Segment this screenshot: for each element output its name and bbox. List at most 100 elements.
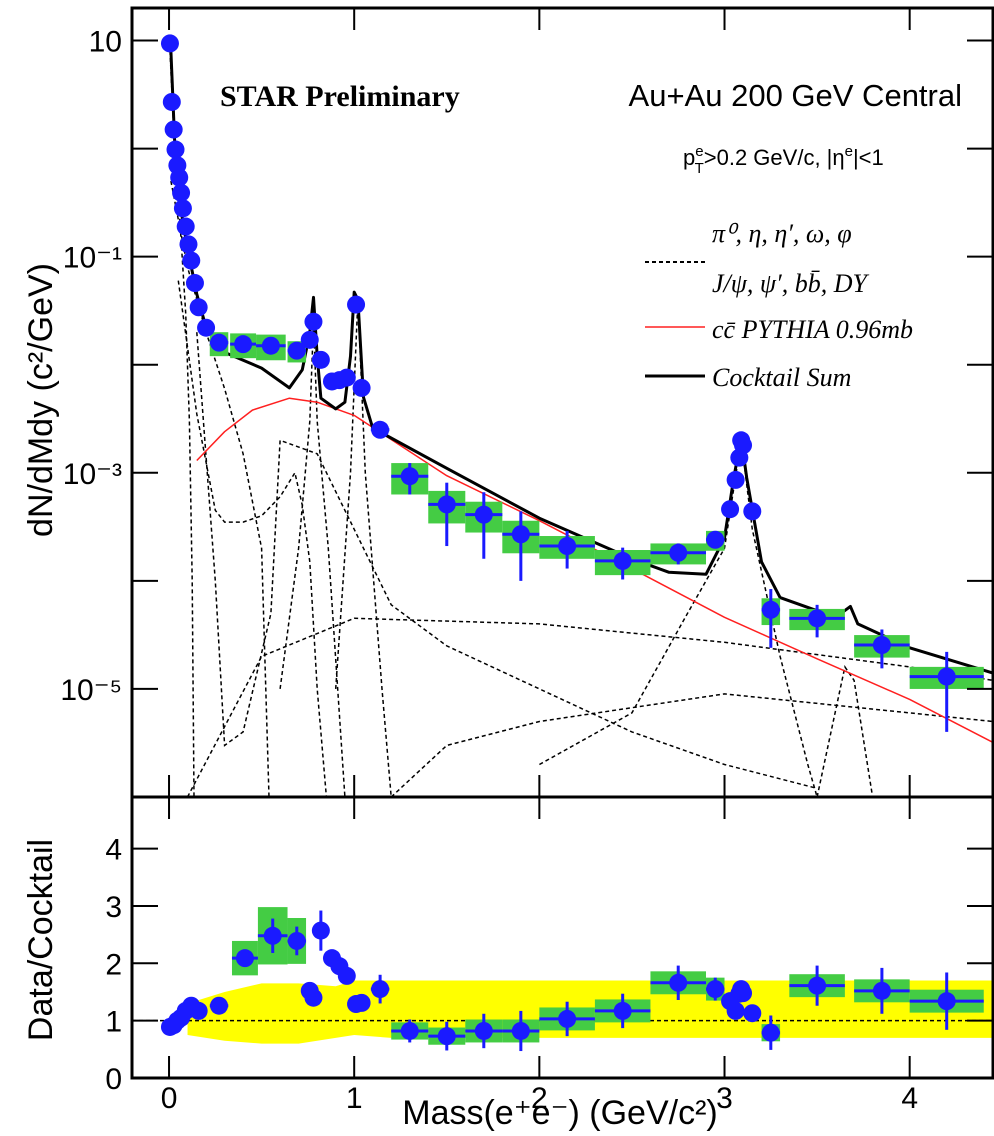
component-curve: [539, 440, 818, 797]
component-curve: [170, 180, 270, 797]
data-point: [706, 530, 725, 549]
data-point: [234, 335, 253, 354]
data-point: [311, 350, 330, 369]
data-point: [304, 988, 323, 1007]
component-curve: [390, 693, 994, 797]
y-tick-label: 10⁻⁵: [60, 674, 122, 707]
data-point: [761, 1023, 780, 1042]
data-point: [872, 981, 891, 1000]
data-point: [400, 1021, 419, 1040]
x-tick-label: 2: [531, 1082, 548, 1115]
data-point: [182, 251, 201, 270]
data-point: [371, 420, 390, 439]
subtitle: Au+Au 200 GeV Central: [629, 78, 962, 113]
data-point: [189, 298, 208, 317]
y-tick-label: 10⁻³: [63, 458, 122, 491]
y-tick-label: 3: [105, 891, 122, 924]
data-point: [613, 1001, 632, 1020]
ratio-y-axis-title: Data/Cocktail: [22, 839, 60, 1041]
data-point: [172, 183, 191, 202]
data-point: [337, 368, 356, 387]
data-point: [437, 495, 456, 514]
data-point: [371, 980, 390, 999]
x-tick-label: 4: [901, 1082, 918, 1115]
data-point: [726, 1001, 745, 1020]
data-point: [166, 140, 185, 159]
y-tick-label: 4: [105, 834, 122, 867]
data-point: [511, 525, 530, 544]
legend-label: Cocktail Sum: [712, 363, 851, 392]
data-point: [185, 274, 204, 293]
cuts-part: e: [695, 143, 703, 160]
component-curve: [186, 617, 994, 797]
data-point: [734, 984, 753, 1003]
ratio-plot-area: [132, 907, 993, 1052]
data-point: [311, 921, 330, 940]
data-point: [400, 467, 419, 486]
data-point: [726, 470, 745, 489]
data-point: [872, 635, 891, 654]
cuts-part: p: [683, 145, 695, 170]
legend-label: cc̄ PYTHIA 0.96mb: [712, 315, 913, 344]
component-curve: [196, 332, 818, 790]
x-tick-label: 1: [346, 1082, 363, 1115]
data-point: [210, 333, 229, 352]
cuts-part: T: [695, 160, 704, 177]
data-point: [743, 502, 762, 521]
data-point: [179, 235, 198, 254]
y-tick-label: 10⁻¹: [63, 242, 122, 275]
data-point: [734, 436, 753, 455]
y-tick-label: 0: [105, 1063, 122, 1096]
data-point: [937, 667, 956, 686]
data-point: [162, 92, 181, 111]
y-tick-label: 10: [89, 26, 122, 59]
data-point: [337, 966, 356, 985]
cuts-part: |<1: [853, 145, 884, 170]
component-curve: [279, 321, 346, 797]
data-point: [511, 1021, 530, 1040]
data-point: [261, 336, 280, 355]
axes: 10 10⁻¹ 10⁻³ 10⁻⁵ 0 1 2 3 4 0 1 2 3 4: [60, 6, 994, 1115]
cuts-part: e: [845, 143, 853, 160]
data-point: [173, 199, 192, 218]
y-tick-label: 1: [105, 1006, 122, 1039]
data-point: [170, 168, 189, 187]
data-point: [189, 1001, 208, 1020]
data-point: [808, 609, 827, 628]
data-point: [474, 1021, 493, 1040]
x-axis-title: Mass(e⁺e⁻) (GeV/c²): [402, 1094, 717, 1132]
data-point: [304, 312, 323, 331]
data-point: [164, 120, 183, 139]
x-tick-label: 3: [716, 1082, 733, 1115]
data-point: [669, 543, 688, 562]
data-point: [558, 537, 577, 556]
curve: [196, 397, 994, 744]
cuts-part: >0.2 GeV/c, |η: [704, 145, 845, 170]
component-curve: [169, 50, 195, 797]
data-point: [761, 600, 780, 619]
component-curve: [816, 665, 874, 797]
chart-title: STAR Preliminary: [220, 80, 460, 113]
data-point: [437, 1027, 456, 1046]
data-point: [287, 931, 306, 950]
top-plot-area: [160, 34, 994, 797]
data-point: [210, 996, 229, 1015]
legend-label: J/ψ, ψ′, bb̄, DY: [712, 269, 870, 298]
data-point: [721, 500, 740, 519]
y-axis-title: dN/dMdy (c²/GeV): [22, 263, 60, 537]
data-point: [669, 973, 688, 992]
data-point: [937, 992, 956, 1011]
data-point: [474, 505, 493, 524]
data-point: [743, 1004, 762, 1023]
data-point: [235, 949, 254, 968]
data-point: [287, 341, 306, 360]
data-point: [558, 1009, 577, 1028]
x-tick-label: 0: [161, 1082, 178, 1115]
data-point: [197, 318, 216, 337]
data-point: [808, 976, 827, 995]
data-point: [347, 295, 366, 314]
y-tick-label: 2: [105, 948, 122, 981]
legend-label: π⁰, η, η′, ω, φ: [712, 219, 852, 248]
frame: [130, 795, 994, 1080]
